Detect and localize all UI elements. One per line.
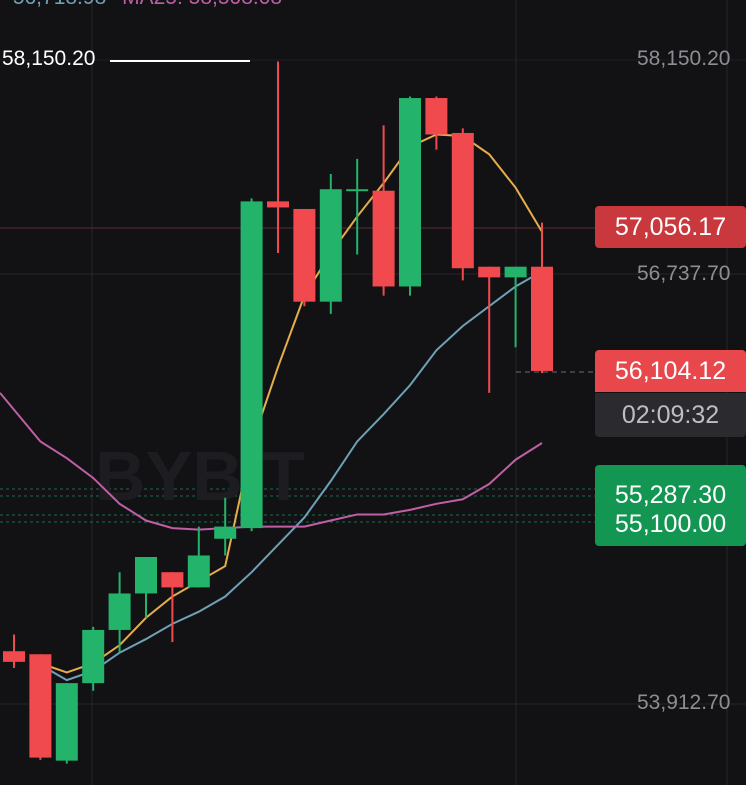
candle[interactable] [478,266,501,393]
high-marker-label: 58,150.20 [2,47,96,70]
price-axis-label: 58,150.20 [637,47,731,70]
candle-body [135,556,157,594]
candle-body [319,189,342,302]
order-price-1: 55,287.30 [614,481,727,509]
ma-line-ma25 [39,270,543,682]
candle-body [504,266,527,278]
candle[interactable] [29,654,52,760]
candle[interactable] [425,96,448,150]
candle[interactable] [82,626,105,691]
candle-body [346,189,369,192]
candle-body [187,555,210,588]
price-axis-label: 56,737.70 [637,262,731,285]
last-price-tag[interactable]: 57,056.17 [595,206,746,248]
candle[interactable] [187,526,210,588]
candle-body [531,266,553,371]
candle[interactable] [135,556,157,618]
candle[interactable] [531,222,553,374]
candle[interactable] [108,572,131,653]
ma-header: · 56,718.98 MA25: 58,508.08 [0,0,282,10]
candle[interactable] [372,125,395,296]
candle-body [372,190,395,287]
order-price-2: 55,100.00 [614,510,727,538]
candle-body [451,132,474,269]
candle-body [29,654,52,758]
candle-body [161,572,184,588]
ma-value-1: · 56,718.98 [0,0,106,9]
candle-body [55,683,78,761]
candle[interactable] [293,208,316,307]
candle-body [293,208,316,302]
candle-body [478,266,501,278]
candle[interactable] [267,61,289,254]
countdown-tag: 02:09:32 [595,393,746,437]
price-axis-label: 53,912.70 [637,691,731,714]
candle-body [108,593,131,630]
candle[interactable] [3,634,25,668]
candle[interactable] [319,174,342,314]
candle[interactable] [451,128,474,281]
candles[interactable] [3,61,553,764]
candle[interactable] [240,198,263,532]
candle-body [399,98,421,287]
watermark: BYBIT [95,437,305,515]
candle-body [240,201,263,529]
candle[interactable] [161,572,184,643]
ma-value-2: MA25: 58,508.08 [122,0,282,9]
candle-body [425,98,448,135]
mark-price-tag[interactable]: 56,104.12 [595,350,746,392]
order-tag-group[interactable]: 55,287.30 55,100.00 [595,465,746,546]
ma-line-ma99 [0,392,543,531]
candle[interactable] [214,497,237,556]
candle[interactable] [55,683,78,764]
candle-body [267,201,289,208]
candle[interactable] [504,266,527,348]
candle[interactable] [346,158,369,255]
candle-body [82,629,105,684]
candle-body [3,651,25,662]
candle-body [214,526,237,539]
candle[interactable] [399,96,421,296]
